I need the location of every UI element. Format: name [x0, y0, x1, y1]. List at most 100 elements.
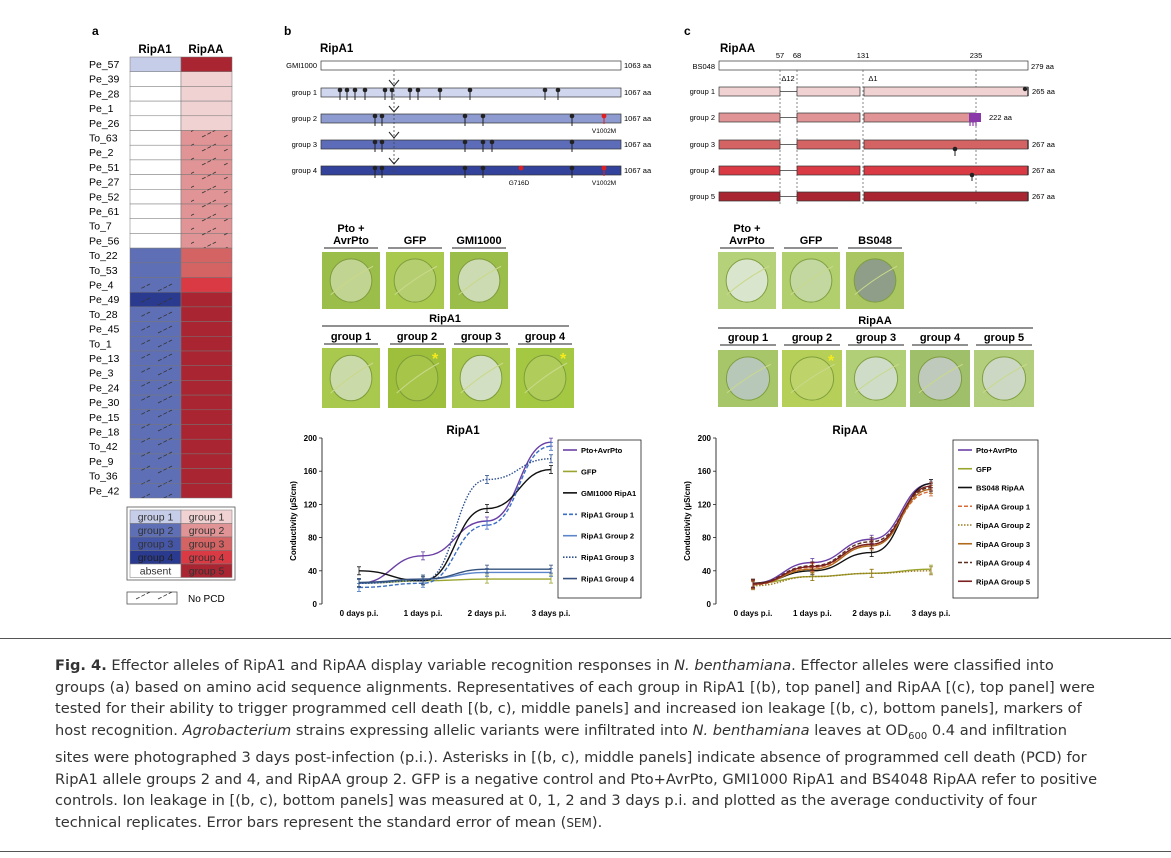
- strain-label: Pe_1: [89, 103, 114, 115]
- leaf-vein: [460, 362, 504, 394]
- strain-label: To_42: [89, 441, 118, 453]
- legend-label: group 4: [138, 552, 174, 564]
- no-pcd-hatch: [140, 380, 177, 396]
- caption-text: ).: [591, 814, 603, 832]
- leaf-photo: [386, 252, 444, 309]
- ripa1-cell: [129, 130, 182, 146]
- leaf-photo: *: [516, 348, 574, 408]
- photo-label: GFP: [404, 235, 427, 247]
- leaf-vein: [394, 265, 438, 296]
- protein-segment: [863, 165, 1029, 176]
- protein-name: BS048: [692, 62, 715, 71]
- photo-label: group 1: [331, 331, 371, 343]
- y-axis-label: Conductivity (µS/cm): [683, 481, 692, 561]
- ripaa-cell: [180, 424, 233, 440]
- ripaa-cell: [180, 277, 233, 293]
- ripa1-cell: [129, 203, 182, 219]
- insertion-chevron: [388, 105, 400, 113]
- legend-swatch-ripaa: [180, 563, 233, 578]
- chart-legend-box: [557, 439, 642, 599]
- photo-label: group 2: [397, 331, 437, 343]
- legend-entry: GFP: [581, 467, 597, 476]
- panel-a-label: a: [92, 24, 99, 38]
- mutation-marker: [518, 165, 524, 171]
- no-pcd-asterisk: *: [828, 353, 835, 370]
- variant-marker: [379, 139, 385, 145]
- leaf-photo: [910, 350, 970, 407]
- strain-label: Pe_42: [89, 485, 120, 497]
- strain-label: To_1: [89, 338, 112, 350]
- y-tick-label: 40: [702, 567, 711, 576]
- chart-title: RipA1: [446, 425, 480, 437]
- ripaa-cell: [180, 247, 233, 264]
- leaf-photo: [782, 252, 840, 309]
- no-pcd-hatch: [140, 351, 177, 366]
- variant-marker: [542, 87, 548, 93]
- insertion-chevron: [388, 157, 400, 165]
- variant-marker: [462, 165, 468, 171]
- legend-label: group 1: [138, 512, 174, 524]
- leaf-vein: [330, 362, 374, 394]
- legend-entry: RipA1 Group 2: [581, 532, 634, 541]
- variant-marker: [382, 87, 388, 93]
- strain-label: Pe_2: [89, 147, 114, 159]
- x-tick-label: 1 days p.i.: [793, 609, 832, 618]
- variant-marker: [372, 165, 378, 171]
- ripaa-leaf-photos: Pto +AvrPto GFP BS048 RipAA group 1 group 2 gr…: [718, 223, 1034, 407]
- insertion-chevron: [388, 79, 400, 87]
- protein-length: 265 aa: [1032, 87, 1056, 96]
- no-pcd-hatch: [140, 395, 177, 410]
- legend-label: group 3: [138, 539, 174, 551]
- legend-entry: RipA1 Group 1: [581, 510, 635, 519]
- series-line: [358, 468, 552, 582]
- ripa1-cell: [129, 247, 182, 264]
- ripaa-cell: [180, 291, 233, 308]
- protein-name: group 4: [690, 166, 715, 175]
- ripaa-cell: [180, 336, 233, 352]
- protein-length: 1063 aa: [624, 61, 652, 70]
- strain-label: Pe_56: [89, 235, 120, 247]
- position-label: 235: [970, 51, 983, 60]
- legend-entry: Pto+AvrPto: [976, 446, 1018, 455]
- ripaa-cell: [180, 115, 233, 131]
- x-tick-label: 0 days p.i.: [734, 609, 773, 618]
- legend-entry: Pto+AvrPto: [581, 446, 623, 455]
- leaf-vein: [726, 265, 770, 296]
- variant-marker: [415, 87, 421, 93]
- ripaa-cell: [180, 438, 233, 455]
- strain-label: Pe_49: [89, 294, 120, 306]
- photo-label: group 2: [792, 332, 832, 344]
- ripa1-conductivity-chart: RipA1 0 40 80 120 160 200 Conductivity (µS/cm) 0…: [289, 425, 642, 618]
- protein-bar: [320, 113, 622, 124]
- x-tick-label: 3 days p.i.: [532, 609, 571, 618]
- protein-segment: [796, 139, 861, 150]
- ripa1-cell: [129, 189, 182, 205]
- mutation-marker: [601, 165, 607, 171]
- ripa1-cell: [129, 86, 182, 102]
- protein-bar: [320, 60, 622, 71]
- protein-segment: [718, 191, 781, 202]
- ripaa-schematic-title: RipAA: [720, 43, 755, 55]
- infiltration-spot: [981, 356, 1027, 401]
- leaf-photo: [450, 252, 508, 309]
- variant-marker: [480, 113, 486, 119]
- strain-label: Pe_4: [89, 280, 114, 292]
- protein-segment: [796, 86, 861, 97]
- leaf-vein: [330, 265, 374, 296]
- protein-segment: [863, 112, 977, 123]
- no-pcd-hatch: [191, 159, 228, 175]
- infiltration-spot: [393, 258, 437, 303]
- variant-marker: [480, 165, 486, 171]
- y-tick-label: 80: [702, 534, 711, 543]
- protein-segment: [796, 165, 861, 176]
- deletion-label: Δ12: [781, 74, 794, 83]
- y-tick-label: 120: [304, 500, 318, 509]
- mutation-label: V1002M: [592, 180, 616, 187]
- protein-name: group 3: [292, 140, 317, 149]
- legend-entry: RipAA Group 1: [976, 502, 1031, 511]
- infiltration-spot: [523, 354, 567, 402]
- protein-name: group 5: [690, 192, 715, 201]
- leaf-vein: [458, 265, 502, 296]
- no-pcd-hatch: [140, 365, 177, 381]
- strain-label: To_22: [89, 250, 118, 262]
